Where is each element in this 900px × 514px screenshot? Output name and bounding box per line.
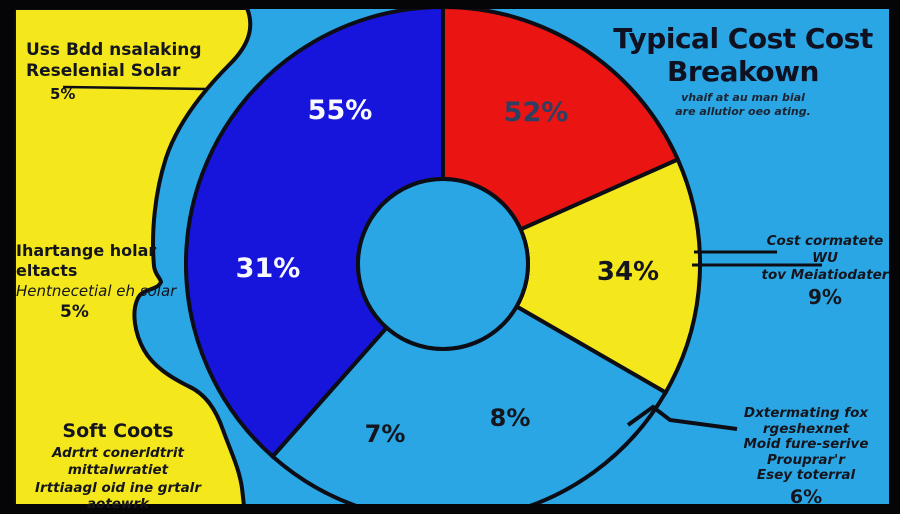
callout-bottom-left-line-2: Irttiaagl oid ine grtalr aotewrk [35,479,201,513]
slice-label-7: 7% [365,420,406,448]
callout-bottom-right-line-3: Esey toterral [756,467,856,483]
callout-bottom-right-line-1: Dxtermating fox rgeshexnet [743,405,869,437]
callout-mid-right-line-2: tov Meiatiodater [761,266,889,283]
slice-label-31: 31% [236,253,301,284]
callout-bottom-left: Soft Coots Adrtrt conerldtrit mittalwrat… [12,420,224,514]
slice-label-55: 55% [308,95,373,126]
callout-mid-right-value: 9% [808,284,842,309]
callout-bottom-left-line-1: Adrtrt conerldtrit mittalwratiet [52,444,184,478]
subtitle-line-2: are allutior oeo ating. [675,105,811,118]
callout-mid-left: Ihartange holar eltacts Hentnecetial eh … [16,241,206,323]
frame-right [889,0,900,514]
callout-top-left-line-2: Reselenial Solar [26,61,181,82]
frame-left [0,0,14,514]
callout-top-left-value: 5% [50,84,76,103]
callout-mid-left-line-2: Hentnecetial eh solar [16,282,177,300]
frame-bottom [0,504,900,514]
page-title: Typical Cost Cost Breakown [613,22,873,88]
page-subtitle: vhaif at au man bial are allutior oeo at… [593,91,893,119]
yellow-panel-shape [12,6,253,508]
callout-bottom-right-value: 6% [789,485,823,508]
callout-top-left-line-1: Uss Bdd nsalaking [26,40,202,60]
donut-hole [356,177,530,351]
callout-bottom-right: Dxtermating fox rgeshexnet Moid fure-ser… [720,405,892,509]
callout-top-left: Uss Bdd nsalaking Reselenial Solar 5% [26,40,216,103]
leader-line-top-left [62,85,207,91]
callout-bottom-left-title: Soft Coots [62,420,174,442]
subtitle-line-1: vhaif at au man bial [681,91,805,104]
callout-mid-right: Cost cormatete WU tov Meiatiodater 9% [755,233,895,310]
leader-line-bottom-right [626,404,738,431]
slice-label-34: 34% [597,257,659,287]
callout-mid-left-value: 5% [60,301,89,322]
callout-bottom-right-line-2: Moid fure-serive Prouprar'r [743,436,869,468]
slice-label-8: 8% [490,404,531,432]
title-block: Typical Cost Cost Breakown vhaif at au m… [593,22,893,119]
slice-label-52: 52% [504,97,569,128]
callout-mid-right-line-1: Cost cormatete WU [766,233,884,266]
frame-top [0,0,900,9]
callout-mid-left-line-1: Ihartange holar eltacts [16,241,157,280]
